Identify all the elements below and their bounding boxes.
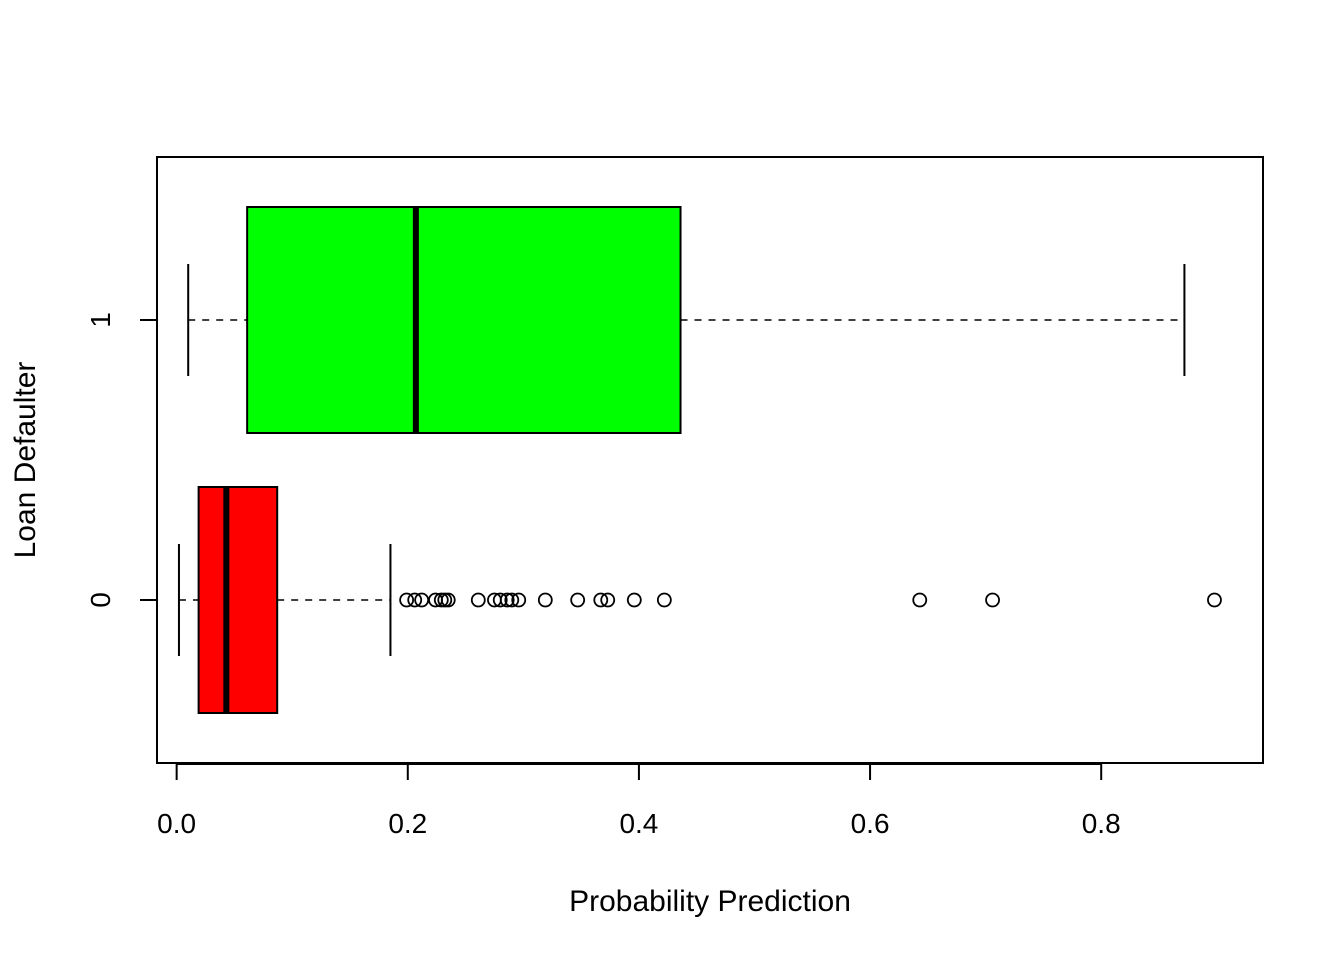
box-group-1	[187, 206, 1186, 434]
x-axis-label: Probability Prediction	[569, 885, 851, 918]
y-tick-label-1: 1	[85, 312, 116, 328]
outlier-point-0-9	[492, 592, 508, 608]
outlier-point-0-12	[511, 592, 527, 608]
box-0	[197, 486, 279, 714]
x-tick-label-4: 0.8	[1082, 808, 1121, 839]
y-axis-label: Loan Defaulter	[9, 362, 42, 559]
outlier-point-0-18	[656, 592, 672, 608]
box-1	[246, 206, 682, 434]
outlier-point-0-14	[570, 592, 586, 608]
outlier-point-0-21	[1207, 592, 1222, 608]
outlier-point-0-15	[593, 592, 609, 608]
outlier-point-0-7	[470, 592, 486, 608]
outlier-point-0-11	[504, 592, 520, 608]
outlier-point-0-17	[626, 592, 642, 608]
x-tick-label-1: 0.2	[388, 808, 427, 839]
boxes-layer	[177, 206, 1222, 714]
x-tick-label-0: 0.0	[157, 808, 196, 839]
x-axis: 0.0 0.2 0.4 0.6 0.8	[157, 763, 1121, 839]
outlier-point-0-19	[912, 592, 928, 608]
x-tick-label-3: 0.6	[851, 808, 890, 839]
outlier-point-0-1	[407, 592, 423, 608]
outlier-point-0-20	[985, 592, 1000, 608]
outlier-point-0-0	[399, 592, 415, 608]
outlier-point-0-6	[440, 592, 456, 608]
outlier-point-0-16	[600, 592, 616, 608]
outlier-point-0-10	[499, 592, 515, 608]
box-group-0	[177, 486, 1222, 714]
x-tick-label-2: 0.4	[619, 808, 658, 839]
y-tick-label-0: 0	[85, 592, 116, 608]
outlier-point-0-13	[537, 592, 553, 608]
y-axis: 01	[85, 312, 158, 608]
